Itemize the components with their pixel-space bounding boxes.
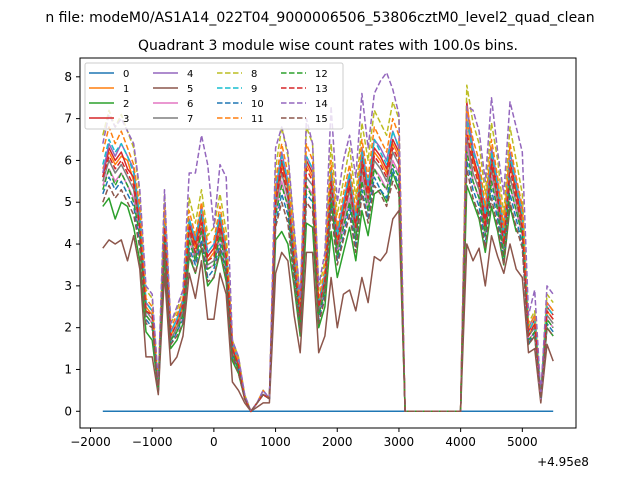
y-tick-label: 5 [64, 195, 72, 209]
legend-label-3: 3 [123, 114, 129, 125]
legend-label-14: 14 [315, 99, 328, 110]
y-tick-label: 4 [64, 237, 72, 251]
chart-title: Quadrant 3 module wise count rates with … [138, 38, 518, 54]
series-line-11 [102, 105, 554, 413]
legend-label-5: 5 [187, 84, 193, 95]
plot-frame [79, 57, 577, 429]
series-line-15 [102, 168, 554, 413]
series-line-7 [102, 134, 554, 413]
legend-label-4: 4 [187, 69, 193, 80]
legend-label-11: 11 [251, 114, 264, 125]
figure-suptitle: n file: modeM0/AS1A14_022T04_9000006506_… [45, 10, 594, 26]
y-tick-label: 3 [64, 279, 72, 293]
legend-label-7: 7 [187, 114, 193, 125]
series-group [102, 71, 554, 413]
x-tick-label: 1000 [260, 435, 291, 449]
y-tick-label: 6 [64, 153, 72, 167]
plot-area: −2000 −1000 0 1000 2000 3000 4000 5000 01234567… [64, 57, 589, 469]
x-tick-label: 4000 [445, 435, 476, 449]
y-axis: 0 1 2 3 4 5 6 7 8 [64, 70, 80, 418]
x-tick-label: −1000 [132, 435, 173, 449]
legend-label-15: 15 [315, 114, 328, 125]
legend-label-10: 10 [251, 99, 264, 110]
series-line-13 [102, 130, 554, 413]
x-axis-offset-label: +4.95e8 [537, 455, 589, 469]
y-tick-label: 2 [64, 321, 72, 335]
x-tick-label: −2000 [70, 435, 111, 449]
legend-label-1: 1 [123, 84, 129, 95]
series-line-14 [102, 71, 554, 413]
series-line-5 [102, 209, 554, 413]
legend-label-13: 13 [315, 84, 328, 95]
x-axis: −2000 −1000 0 1000 2000 3000 4000 5000 [70, 428, 538, 449]
legend-label-2: 2 [123, 99, 129, 110]
x-tick-label: 5000 [507, 435, 538, 449]
legend-label-6: 6 [187, 99, 193, 110]
x-tick-label: 2000 [322, 435, 353, 449]
legend-label-8: 8 [251, 69, 257, 80]
y-tick-label: 7 [64, 112, 72, 126]
y-tick-label: 1 [64, 362, 72, 376]
x-tick-label: 3000 [384, 435, 415, 449]
series-line-2 [102, 172, 554, 413]
x-tick-label: 0 [210, 435, 218, 449]
legend-label-0: 0 [123, 69, 129, 80]
legend-label-12: 12 [315, 69, 328, 80]
legend-frame [84, 62, 344, 130]
y-tick-label: 0 [64, 404, 72, 418]
y-tick-label: 8 [64, 70, 72, 84]
legend-label-9: 9 [251, 84, 257, 95]
